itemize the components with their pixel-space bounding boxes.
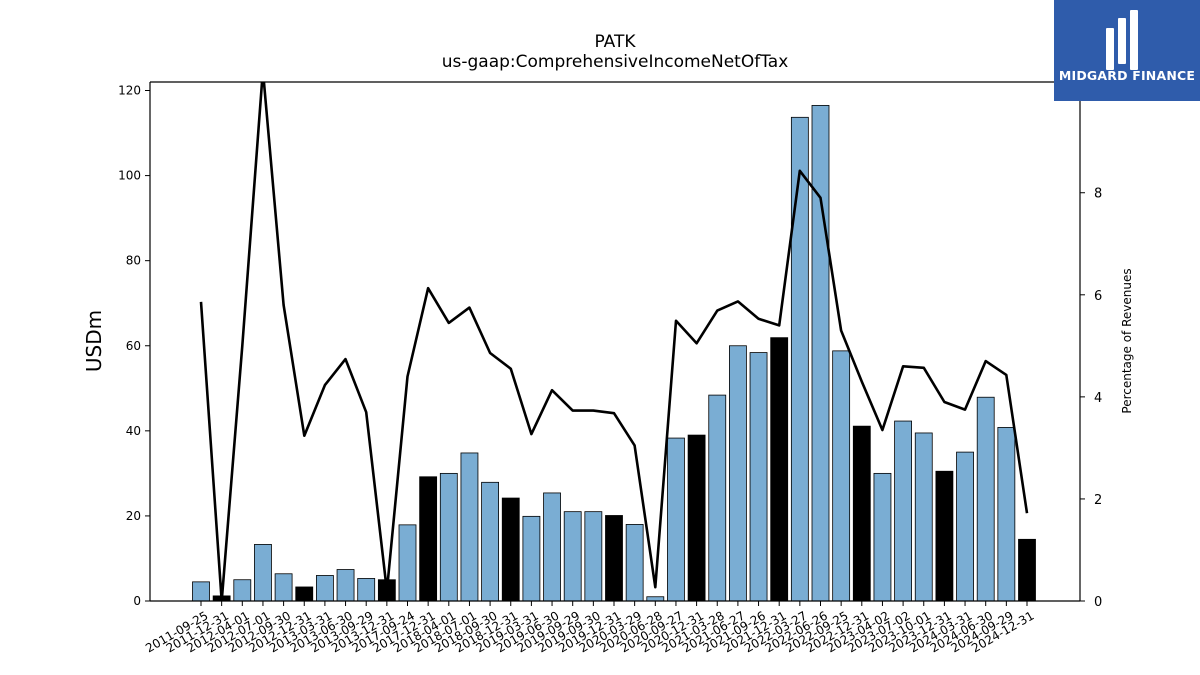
bar: [233, 579, 252, 602]
bar: [315, 575, 334, 602]
y2-tick-label: 4: [1094, 391, 1102, 406]
y-tick-label: 120: [118, 84, 141, 98]
bar: [852, 425, 871, 602]
y-tick-label: 20: [126, 509, 141, 523]
bar: [729, 345, 747, 602]
bar: [997, 427, 1016, 602]
bar: [522, 515, 541, 602]
bar: [501, 497, 520, 602]
y2-tick-label: 6: [1094, 289, 1102, 304]
bar: [584, 511, 603, 602]
bar: [687, 434, 706, 602]
y-tick-label: 40: [126, 424, 141, 438]
midgard-logo-icon: [1106, 10, 1138, 70]
bar: [336, 569, 355, 602]
chart-title: PATK: [594, 32, 636, 52]
bar: [832, 350, 851, 602]
bar: [274, 573, 293, 602]
y-tick-label: 80: [126, 254, 141, 268]
brand-logo: MIDGARD FINANCE: [1054, 0, 1200, 101]
bar: [976, 396, 995, 602]
bar: [254, 544, 272, 602]
y2-tick-label: 2: [1094, 493, 1102, 508]
bar: [481, 481, 500, 602]
bar: [1018, 538, 1036, 602]
bar: [625, 524, 644, 602]
y2-axis-label: Percentage of Revenues: [1120, 268, 1134, 413]
bar: [646, 596, 665, 602]
bar: [460, 452, 479, 602]
y2-tick-label: 0: [1094, 595, 1102, 610]
y-tick-label: 0: [133, 594, 141, 608]
bar: [914, 432, 933, 602]
bar: [563, 511, 582, 602]
y2-tick-label: 8: [1094, 187, 1102, 202]
bar: [894, 420, 912, 602]
bar: [419, 476, 438, 602]
y-axis-label: USDm: [82, 310, 106, 372]
bar: [708, 394, 727, 602]
bar: [935, 470, 954, 602]
brand-name: MIDGARD FINANCE: [1058, 68, 1196, 83]
chart-subtitle: us-gaap:ComprehensiveIncomeNetOfTax: [441, 52, 789, 72]
bar: [192, 581, 210, 602]
bar: [439, 472, 458, 602]
bar: [790, 116, 809, 602]
bar: [357, 578, 376, 602]
bar: [295, 586, 314, 602]
bar: [543, 492, 561, 602]
bar: [873, 472, 892, 602]
percentage-line: [199, 82, 1029, 601]
bar: [749, 352, 768, 602]
bar: [811, 104, 830, 602]
bar: [667, 437, 685, 602]
bar: [956, 451, 974, 602]
y-tick-label: 60: [126, 339, 141, 353]
bar: [398, 524, 417, 602]
bar: [605, 515, 623, 602]
y-tick-label: 100: [118, 169, 141, 183]
bar: [770, 337, 789, 602]
